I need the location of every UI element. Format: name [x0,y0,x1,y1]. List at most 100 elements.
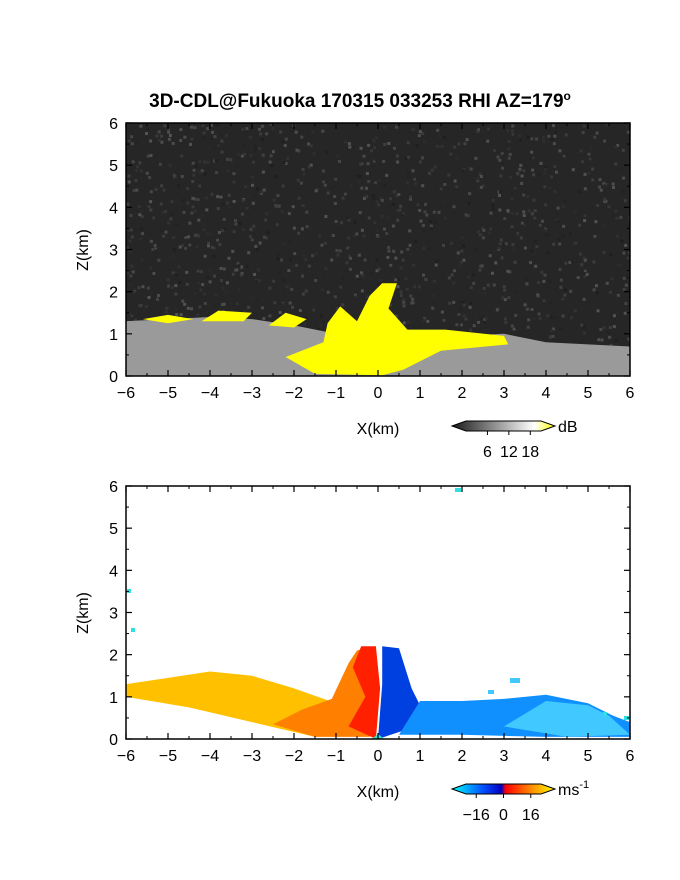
noise-speck [232,172,236,176]
noise-speck [616,144,620,147]
noise-speck [464,194,468,197]
noise-speck [361,273,365,277]
noise-speck [460,323,464,327]
noise-speck [571,260,575,264]
noise-speck [358,174,362,178]
noise-speck [161,179,165,183]
noise-speck [348,267,352,271]
noise-speck [401,258,405,262]
x-tick-label: 0 [374,385,383,402]
noise-speck [493,149,496,153]
noise-speck [482,184,485,188]
noise-speck [523,246,527,250]
noise-speck [265,212,269,216]
noise-speck [610,277,614,281]
noise-speck [367,143,371,147]
noise-speck [581,160,584,164]
noise-speck [210,192,214,196]
noise-speck [373,264,377,268]
noise-speck [539,161,543,165]
noise-speck [149,291,153,295]
noise-speck [421,184,425,188]
noise-speck [550,137,554,141]
noise-speck [130,235,134,239]
noise-speck [215,171,219,175]
noise-speck [380,199,384,202]
noise-speck [607,205,611,209]
noise-speck [298,309,302,312]
noise-speck [453,145,457,149]
noise-speck [411,301,415,305]
noise-speck [305,210,309,214]
noise-speck [216,195,220,199]
reflectivity-colorbar-unit: dB [558,419,578,436]
noise-speck [235,268,239,272]
noise-speck [264,236,268,240]
noise-speck [605,281,609,285]
noise-speck [351,159,355,163]
noise-speck [243,152,246,156]
noise-speck [402,300,406,304]
noise-speck [157,138,161,142]
noise-speck [247,305,250,309]
noise-speck [543,185,547,189]
noise-speck [215,140,219,144]
noise-speck [589,147,593,151]
noise-speck [536,294,540,298]
noise-speck [559,327,563,331]
noise-speck [522,193,526,197]
noise-speck [325,150,329,154]
noise-speck [383,227,386,231]
noise-speck [573,210,577,214]
noise-speck [461,169,465,173]
speckle [510,678,520,683]
noise-speck [360,289,364,293]
noise-speck [532,198,536,202]
noise-speck [213,274,216,278]
noise-speck [428,220,432,223]
echo-top-patch-left [142,314,194,324]
noise-speck [221,229,225,233]
noise-speck [225,305,229,309]
noise-speck [548,186,552,190]
x-tick-label: −2 [285,748,303,765]
noise-speck [130,314,134,318]
noise-speck [168,134,172,137]
noise-speck [594,220,598,224]
noise-speck [301,292,305,296]
noise-speck [548,335,552,339]
noise-speck [127,139,131,143]
noise-speck [519,138,522,142]
noise-speck [281,139,285,143]
noise-speck [212,246,216,250]
noise-speck [139,237,143,241]
noise-speck [193,197,197,201]
noise-speck [609,290,613,294]
noise-speck [324,267,328,271]
noise-speck [501,154,505,158]
noise-speck [276,194,280,197]
noise-speck [507,147,511,151]
noise-speck [507,296,511,300]
noise-speck [401,214,405,217]
noise-speck [201,283,205,287]
noise-speck [140,277,144,281]
y-tick-label: 0 [109,369,118,386]
noise-speck [157,258,161,262]
noise-speck [576,278,580,282]
noise-speck [509,175,513,179]
noise-speck [254,148,257,152]
noise-speck [432,294,435,298]
noise-speck [558,267,562,271]
noise-speck [309,144,313,148]
noise-speck [366,162,370,166]
noise-speck [462,258,466,262]
noise-speck [538,223,542,227]
noise-speck [262,235,266,239]
noise-speck [172,236,176,240]
positive-velocity-core [348,646,381,739]
x-tick-label: −6 [117,748,135,765]
noise-speck [167,137,171,141]
noise-speck [600,338,604,342]
noise-speck [472,324,476,328]
